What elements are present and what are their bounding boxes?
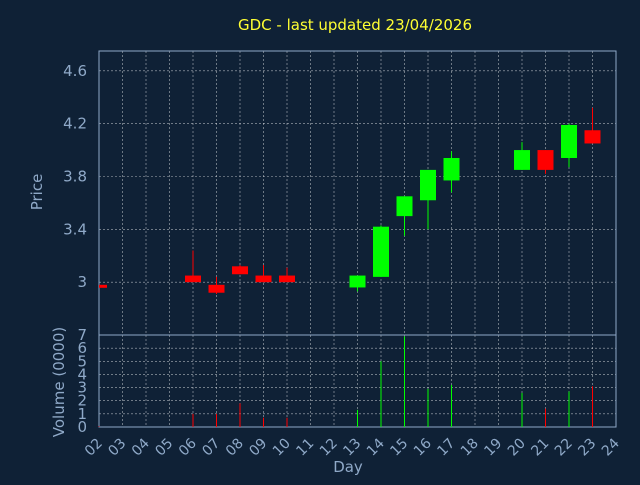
candle-body: [561, 124, 577, 158]
volume-tick-label: 4: [77, 365, 87, 383]
price-tick-label: 4.6: [63, 62, 87, 80]
day-ticks: 02 03 04 05 06 07 08 09 10 11 12 13 14 15 16 17 18 19 20 21…: [82, 435, 623, 459]
candle: [185, 250, 201, 283]
candle: [396, 196, 413, 236]
day-tick-label: 14: [364, 435, 388, 459]
candle: [349, 275, 366, 292]
price-axis-label: Price: [28, 174, 46, 211]
candle: [584, 107, 601, 144]
candle: [420, 169, 436, 230]
candle: [232, 264, 248, 275]
day-tick-label: 10: [270, 436, 294, 460]
day-tick-label: 06: [176, 435, 200, 459]
day-tick-label: 23: [575, 436, 599, 460]
price-panel: 3 3.4 3.8 4.2 4.6: [63, 50, 617, 336]
candle: [443, 151, 460, 193]
candle: [514, 142, 530, 170]
day-tick-label: 03: [105, 436, 129, 460]
day-tick-label: 18: [458, 436, 482, 460]
candle: [537, 150, 554, 174]
candle: [561, 123, 577, 168]
day-axis-label: Day: [333, 458, 363, 476]
volume-tick-label: 1: [77, 405, 87, 423]
candle: [208, 276, 225, 295]
candle: [99, 284, 107, 288]
volume-tick-label: 2: [77, 392, 87, 410]
candle: [255, 264, 272, 283]
day-tick-label: 04: [129, 435, 153, 459]
price-tick-label: 3.4: [63, 220, 87, 238]
day-tick-label: 24: [599, 435, 623, 459]
candle-body: [420, 169, 436, 201]
day-tick-label: 15: [387, 436, 411, 460]
chart-title: GDC - last updated 23/04/2026: [238, 16, 472, 34]
price-tick-label: 4.2: [63, 115, 87, 133]
candle-body: [349, 275, 366, 288]
day-tick-label: 21: [528, 436, 552, 460]
candle-body: [537, 150, 554, 170]
candle-body: [232, 266, 248, 275]
day-tick-label: 22: [552, 436, 576, 460]
candle: [279, 267, 295, 283]
candle: [373, 225, 389, 277]
day-tick-label: 02: [82, 436, 106, 460]
day-tick-label: 16: [411, 435, 435, 459]
day-tick-label: 11: [293, 436, 317, 460]
volume-tick-label: 6: [77, 339, 87, 357]
price-tick-label: 3: [77, 273, 87, 291]
day-tick-label: 13: [340, 436, 364, 460]
candle-body: [255, 275, 272, 283]
day-tick-label: 08: [223, 436, 247, 460]
candle-body: [279, 275, 295, 283]
day-tick-label: 12: [317, 436, 341, 460]
candle-body: [373, 226, 389, 277]
volume-axis-label: Volume (0000): [50, 327, 68, 437]
candle-body: [396, 196, 413, 217]
day-tick-label: 17: [434, 436, 458, 460]
candle-body: [584, 130, 601, 144]
candle-body: [443, 157, 460, 181]
volume-tick-label: 5: [77, 352, 87, 370]
day-tick-label: 19: [481, 436, 505, 460]
candle-body: [185, 275, 201, 283]
volume-tick-label: 7: [77, 326, 87, 344]
day-tick-label: 07: [199, 436, 223, 460]
day-tick-label: 05: [152, 436, 176, 460]
candle-body: [208, 284, 225, 293]
volume-tick-label: 0: [77, 418, 87, 436]
day-tick-label: 09: [246, 436, 270, 460]
volume-tick-label: 3: [77, 379, 87, 397]
candle-body: [99, 284, 107, 288]
day-tick-label: 20: [505, 436, 529, 460]
candle-body: [514, 150, 530, 170]
price-tick-label: 3.8: [63, 167, 87, 185]
